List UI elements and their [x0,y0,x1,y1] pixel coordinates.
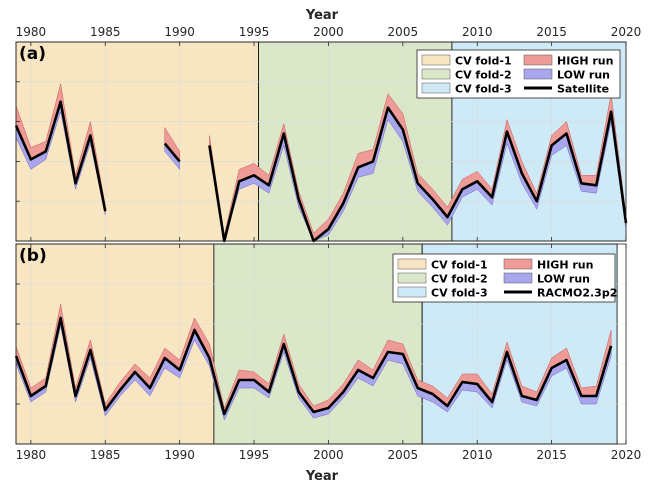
legend-box [416,49,621,99]
x-tick-label: 2005 [388,448,419,462]
legend-label: HIGH run [557,55,613,68]
x-tick-label: 2015 [536,25,567,39]
legend-label: Satellite [557,83,609,96]
reference-series-line [14,316,613,416]
x-tick-label: 2010 [462,448,493,462]
legend-swatch [421,54,451,66]
legend-swatch [503,272,533,284]
panel-b: 1980 1985 1990 1995 2000 2005 2010 2015 2020 (b) C… [14,243,642,462]
legend-swatch [503,258,533,270]
reference-series-line [163,142,181,163]
x-tick-label: 2020 [611,25,642,39]
panel-label: (a) [19,44,46,64]
legend-label: CV fold-2 [431,273,488,286]
legend-swatch [523,54,553,66]
x-tick-label: 1995 [239,448,270,462]
legend-swatch [421,68,451,80]
x-tick-label: 2000 [313,448,344,462]
x-tick-label: 1985 [90,448,121,462]
legend-label: CV fold-2 [455,69,512,82]
x-tick-label: 2020 [611,448,642,462]
cv-fold-1-region [15,243,215,445]
legend-swatch [397,286,427,298]
x-tick-label: 1995 [239,25,270,39]
legend-label: CV fold-3 [455,83,512,96]
x-tick-label: 2005 [388,25,419,39]
top-x-axis-label: Year [305,8,339,23]
legend-label: CV fold-1 [455,55,512,68]
legend-swatch [397,258,427,270]
legend-label: CV fold-3 [431,287,488,300]
x-tick-label: 1990 [164,25,195,39]
panel-a: 1980 1985 1990 1995 2000 2005 2010 2015 2020 (a) C… [14,25,642,243]
reference-series-line [14,100,107,212]
x-tick-label: 1980 [16,25,47,39]
x-tick-label: 1990 [164,448,195,462]
legend-label: RACMO2.3p2 [537,287,617,300]
legend-label: LOW run [537,273,590,286]
x-tick-label: 1985 [90,25,121,39]
bottom-x-axis-label: Year [305,469,339,483]
legend-label: LOW run [557,69,610,82]
x-tick-label: 2015 [536,448,567,462]
reference-series-line [208,106,628,243]
axes-frame [15,243,627,445]
panel-label: (b) [19,246,47,266]
legend-label: CV fold-1 [431,259,488,272]
x-tick-label: 2000 [313,25,344,39]
x-tick-label: 2010 [462,25,493,39]
legend-label: HIGH run [537,259,593,272]
legend-swatch [421,82,451,94]
legend-swatch [397,272,427,284]
legend-swatch [523,68,553,80]
cv-fold-1-region [15,41,259,242]
x-tick-label: 1980 [16,448,47,462]
axes-frame [15,41,627,242]
